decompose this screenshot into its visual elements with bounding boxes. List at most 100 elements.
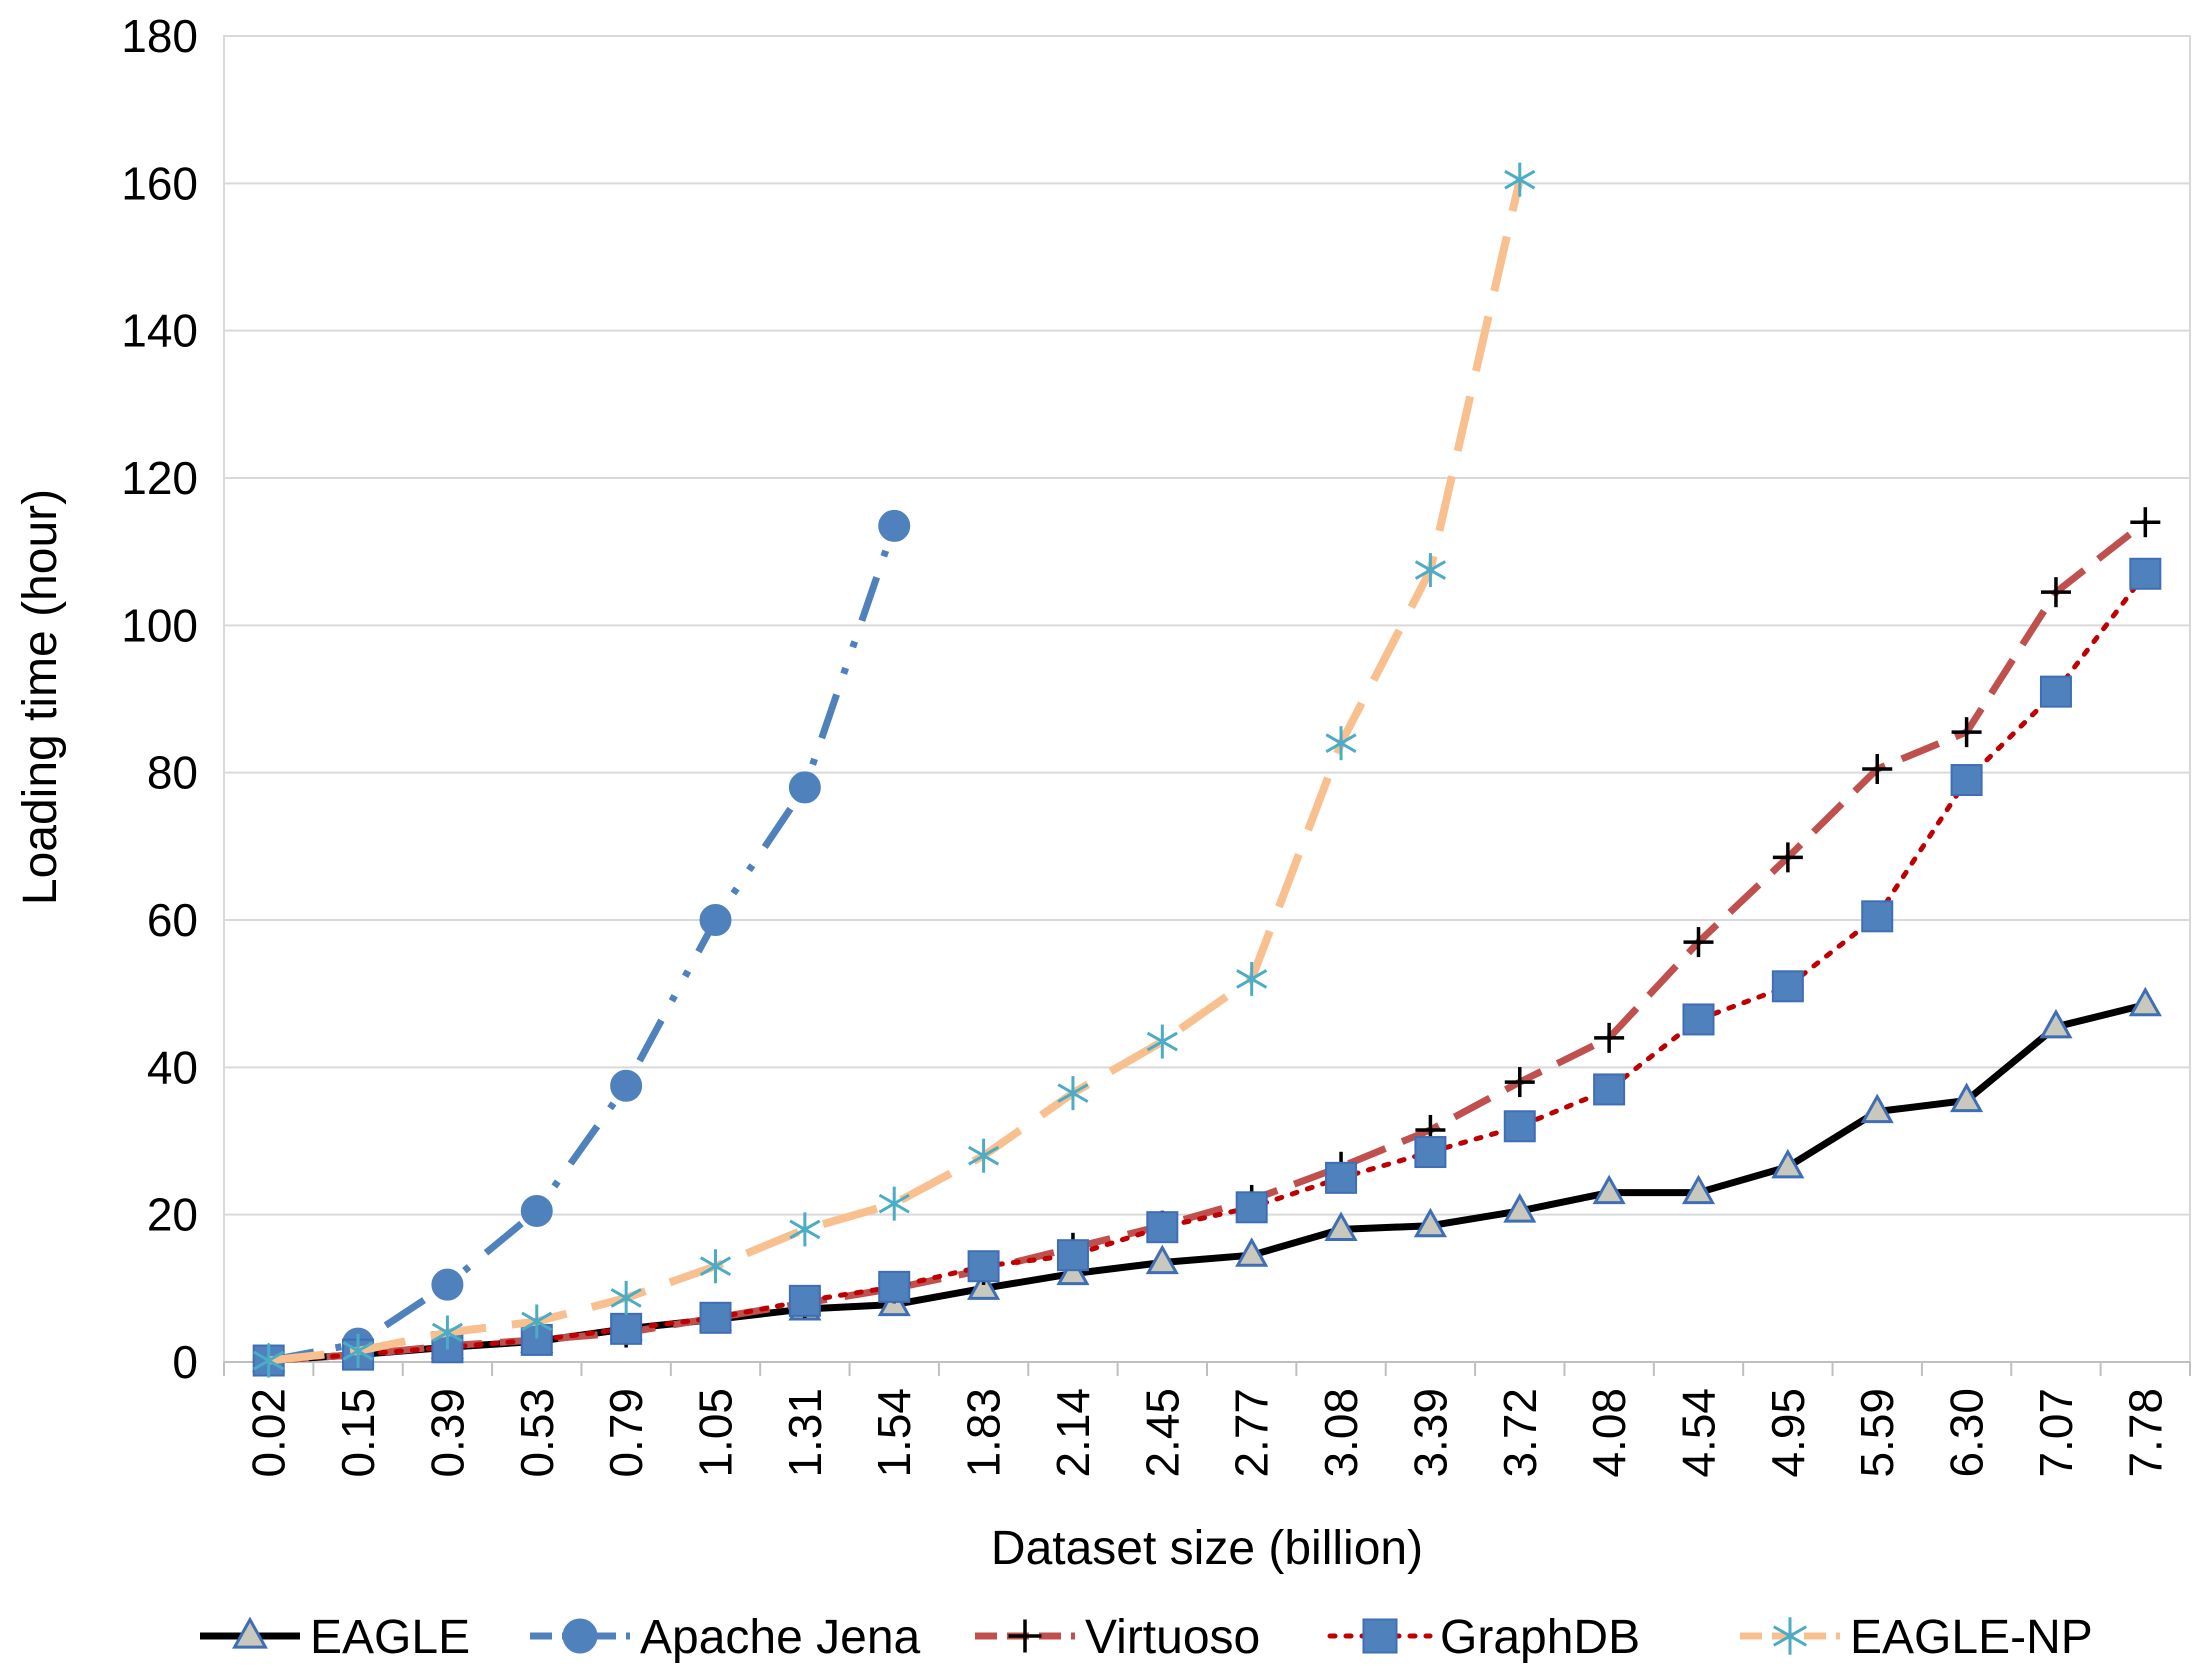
- line-graphdb: [266, 571, 2148, 1364]
- y-axis-ticks: 0 20 40 60 80 100 120 140 160 180: [121, 10, 198, 1388]
- x-tick-label: 1.31: [779, 1388, 831, 1478]
- data-point-eagle-np: [968, 1138, 1000, 1173]
- data-point-eagle-np: [1772, 1617, 1808, 1655]
- data-point-eagle-np: [1325, 726, 1357, 761]
- y-tick-label: 40: [147, 1041, 198, 1093]
- y-tick-label: 100: [121, 599, 198, 651]
- x-tick-label: 2.77: [1226, 1388, 1278, 1478]
- data-point-virtuoso: [1862, 753, 1893, 784]
- data-point-eagle-np: [1057, 1076, 1089, 1111]
- y-tick-label: 160: [121, 157, 198, 209]
- data-point-eagle-np: [342, 1333, 374, 1368]
- line-eagle-np: [268, 178, 1524, 1365]
- data-point-eagle: [1592, 1174, 1626, 1205]
- x-tick-label: 3.72: [1494, 1388, 1546, 1478]
- data-point-graphdb: [1362, 1618, 1398, 1654]
- data-point-eagle-np: [789, 1212, 821, 1247]
- x-tick-label: 6.30: [1941, 1388, 1993, 1478]
- legend-label: GraphDB: [1440, 1611, 1640, 1664]
- data-point-graphdb: [610, 1312, 643, 1345]
- data-point-apache-jena: [878, 509, 911, 542]
- y-tick-label: 0: [172, 1336, 198, 1388]
- data-point-eagle: [1324, 1211, 1358, 1241]
- y-tick-label: 180: [121, 10, 198, 62]
- x-tick-label: 0.02: [243, 1388, 295, 1478]
- data-point-graphdb: [2129, 557, 2162, 590]
- data-point-graphdb: [699, 1301, 732, 1334]
- data-point-eagle: [1503, 1193, 1537, 1223]
- data-point-eagle: [1681, 1174, 1716, 1205]
- legend-item-apache-jena: Apache Jena: [530, 1611, 921, 1664]
- data-point-virtuoso: [1594, 1022, 1625, 1053]
- data-point-eagle-np: [699, 1249, 732, 1284]
- data-point-virtuoso: [2040, 577, 2071, 608]
- data-point-eagle: [2039, 1008, 2073, 1039]
- y-tick-label: 80: [147, 747, 198, 799]
- series-apache-jena: [252, 509, 911, 1377]
- series-eagle-np: [253, 162, 1536, 1378]
- x-tick-label: 1.05: [690, 1388, 742, 1478]
- x-tick-label: 4.95: [1762, 1388, 1814, 1478]
- data-point-eagle-np: [431, 1315, 463, 1350]
- y-tick-label: 140: [121, 305, 198, 357]
- x-tick-label: 7.07: [2030, 1388, 2082, 1478]
- data-point-eagle: [1950, 1082, 1984, 1113]
- data-point-virtuoso: [2130, 507, 2161, 538]
- data-point-eagle: [1771, 1148, 1805, 1179]
- data-point-eagle-np: [1504, 162, 1536, 197]
- legend-label: Apache Jena: [640, 1611, 921, 1664]
- data-point-graphdb: [1146, 1211, 1179, 1244]
- legend: EAGLE Apache Jena Virtuoso GraphDB EAGLE-NP: [200, 1611, 2093, 1664]
- series-layer: [252, 162, 2162, 1378]
- gridlines: [224, 35, 2190, 1216]
- y-tick-label: 20: [147, 1189, 198, 1241]
- data-point-graphdb: [1235, 1191, 1268, 1224]
- line-virtuoso: [268, 519, 2148, 1365]
- data-point-apache-jena: [562, 1618, 598, 1654]
- line-apache-jena: [268, 524, 898, 1364]
- data-point-eagle: [1860, 1093, 1894, 1124]
- data-point-eagle: [1235, 1237, 1269, 1267]
- x-axis-title: Dataset size (billion): [991, 1522, 1423, 1575]
- x-tick-label: 4.54: [1673, 1388, 1725, 1478]
- x-tick-label: 3.39: [1404, 1388, 1456, 1478]
- data-point-apache-jena: [610, 1069, 643, 1102]
- data-point-eagle-np: [1414, 553, 1446, 588]
- data-point-graphdb: [788, 1284, 821, 1317]
- y-tick-label: 60: [147, 894, 198, 946]
- data-point-graphdb: [2039, 675, 2072, 708]
- y-tick-label: 120: [121, 452, 198, 504]
- data-point-eagle: [232, 1616, 268, 1649]
- series-eagle: [252, 986, 2162, 1373]
- data-point-graphdb: [1503, 1110, 1536, 1143]
- data-point-graphdb: [1771, 970, 1804, 1003]
- x-tick-label: 0.39: [421, 1388, 473, 1478]
- x-tick-label: 0.53: [511, 1388, 563, 1478]
- data-point-eagle: [1413, 1207, 1447, 1238]
- x-tick-label: 7.78: [2119, 1388, 2171, 1478]
- data-point-graphdb: [1950, 764, 1983, 797]
- legend-item-eagle: EAGLE: [200, 1611, 470, 1664]
- data-point-apache-jena: [431, 1268, 464, 1301]
- data-point-graphdb: [1325, 1161, 1358, 1194]
- data-point-graphdb: [1861, 900, 1894, 933]
- data-point-graphdb: [1593, 1073, 1626, 1106]
- data-point-graphdb: [1414, 1136, 1447, 1169]
- data-point-graphdb: [967, 1250, 1000, 1283]
- x-tick-label: 0.15: [332, 1388, 384, 1478]
- data-point-eagle-np: [521, 1304, 553, 1339]
- data-point-graphdb: [1682, 1003, 1715, 1036]
- plot-area-frame: [223, 35, 2191, 1363]
- data-point-eagle: [1145, 1244, 1179, 1275]
- data-point-virtuoso: [1772, 842, 1803, 873]
- data-point-eagle-np: [1146, 1024, 1178, 1059]
- data-point-graphdb: [1056, 1239, 1089, 1272]
- legend-label: EAGLE: [310, 1611, 470, 1664]
- data-point-virtuoso: [1683, 927, 1714, 958]
- y-axis-title: Loading time (hour): [14, 489, 67, 905]
- data-point-eagle: [967, 1270, 1001, 1300]
- x-tick-label: 2.14: [1047, 1388, 1099, 1478]
- data-point-apache-jena: [520, 1194, 553, 1227]
- data-point-eagle-np: [610, 1280, 642, 1315]
